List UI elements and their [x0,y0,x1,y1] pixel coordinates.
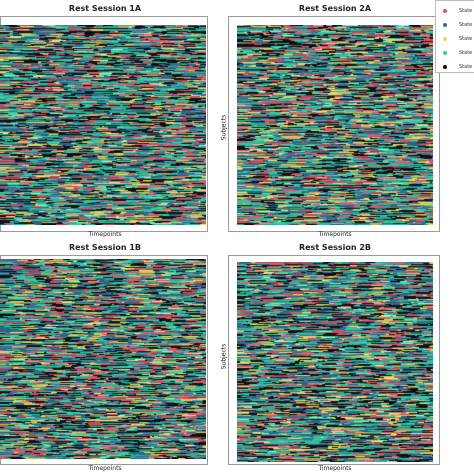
legend-entry: State [436,47,472,58]
state-heatmap [237,262,433,462]
legend: State State State State State [435,0,474,73]
legend-label: State [459,7,473,14]
plot-frame [0,16,208,232]
panel-rest-session-1b: Rest Session 1B Timepoints [0,243,210,474]
plot-frame [228,255,440,465]
legend-entry: State [436,5,472,16]
legend-label: State [459,21,473,28]
x-axis-label: Timepoints [318,465,352,472]
y-axis-label: Subjects [220,343,228,370]
legend-entry: State [436,61,472,72]
legend-label: State [459,63,473,70]
plot-frame [228,16,440,232]
panel-rest-session-2a: Rest Session 2A Subjects Timepoints [216,4,442,240]
panel-title: Rest Session 1B [68,243,142,252]
legend-marker [443,22,447,27]
legend-entry: State [436,33,472,44]
state-heatmap [0,25,206,225]
x-axis-label: Timepoints [88,465,122,472]
legend-label: State [459,49,473,56]
legend-marker [443,50,447,55]
panel-title: Rest Session 2A [298,4,372,13]
panel-rest-session-2b: Rest Session 2B Subjects Timepoints [216,243,442,474]
y-axis-label: Subjects [220,114,228,141]
panel-rest-session-1a: Rest Session 1A Timepoints [0,4,210,240]
legend-label: State [459,35,473,42]
legend-marker [443,64,447,69]
legend-marker [443,8,447,13]
panel-title: Rest Session 1A [68,4,142,13]
panel-title: Rest Session 2B [298,243,372,252]
plot-frame [0,255,208,465]
legend-entry: State [436,19,472,30]
x-axis-label: Timepoints [88,231,122,238]
state-heatmap [237,25,433,225]
x-axis-label: Timepoints [318,231,352,238]
legend-marker [443,36,447,41]
state-heatmap [0,259,206,459]
